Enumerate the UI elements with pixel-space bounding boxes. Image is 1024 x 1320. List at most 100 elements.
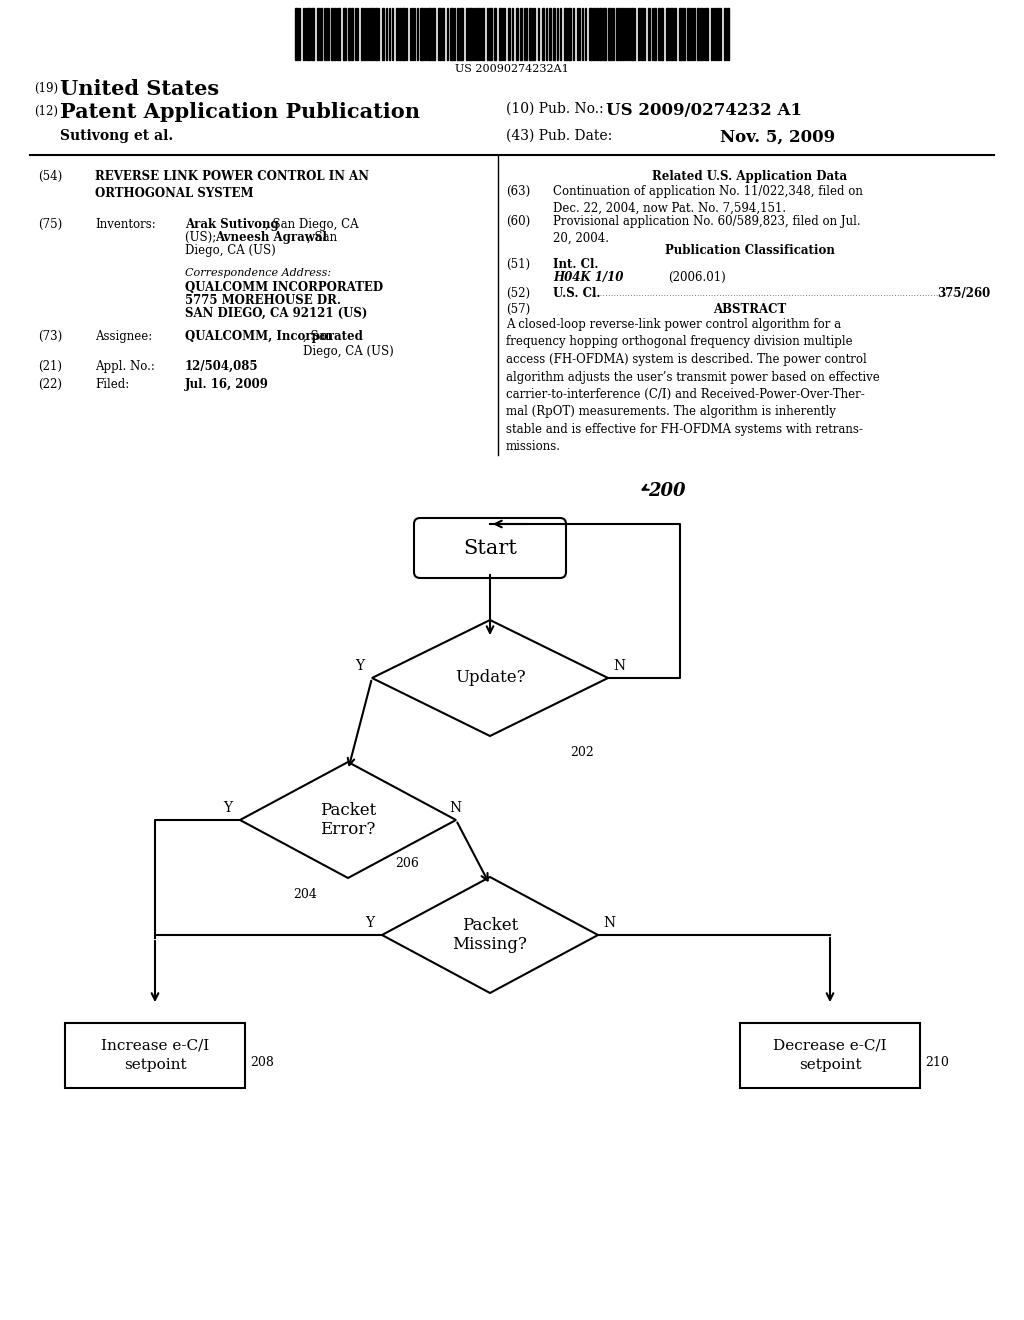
Text: (US);: (US);: [185, 231, 220, 244]
Text: US 20090274232A1: US 20090274232A1: [455, 63, 569, 74]
Text: Increase e-C/I
setpoint: Increase e-C/I setpoint: [101, 1039, 209, 1072]
Text: 12/504,085: 12/504,085: [185, 360, 258, 374]
Text: Nov. 5, 2009: Nov. 5, 2009: [720, 129, 836, 147]
Polygon shape: [382, 876, 598, 993]
Bar: [402, 8, 406, 59]
Text: Appl. No.:: Appl. No.:: [95, 360, 155, 374]
Bar: [482, 8, 484, 59]
Text: N: N: [603, 916, 615, 931]
Bar: [494, 8, 496, 59]
Bar: [489, 8, 492, 59]
Bar: [317, 8, 319, 59]
Text: (43) Pub. Date:: (43) Pub. Date:: [506, 129, 612, 143]
Text: Inventors:: Inventors:: [95, 218, 156, 231]
Text: (2006.01): (2006.01): [668, 271, 726, 284]
Bar: [658, 8, 660, 59]
Bar: [697, 8, 699, 59]
Text: United States: United States: [60, 79, 219, 99]
Bar: [311, 8, 314, 59]
Bar: [307, 8, 310, 59]
Bar: [334, 8, 336, 59]
Text: (60): (60): [506, 215, 530, 228]
Bar: [399, 8, 401, 59]
Text: Y: Y: [355, 659, 364, 673]
Bar: [599, 8, 602, 59]
Bar: [516, 8, 518, 59]
Bar: [603, 8, 606, 59]
Bar: [351, 8, 353, 59]
Text: Correspondence Address:: Correspondence Address:: [185, 268, 331, 279]
Text: Avneesh Agrawal: Avneesh Agrawal: [215, 231, 327, 244]
Text: 208: 208: [250, 1056, 273, 1069]
Text: U.S. Cl.: U.S. Cl.: [553, 286, 600, 300]
Polygon shape: [240, 762, 456, 878]
Text: (52): (52): [506, 286, 530, 300]
Text: 375/260: 375/260: [937, 286, 990, 300]
Bar: [727, 8, 729, 59]
Text: , San: , San: [307, 231, 337, 244]
Text: (73): (73): [38, 330, 62, 343]
Bar: [683, 8, 685, 59]
Text: (22): (22): [38, 378, 62, 391]
Text: 200: 200: [648, 482, 685, 500]
FancyBboxPatch shape: [414, 517, 566, 578]
Text: ABSTRACT: ABSTRACT: [714, 304, 786, 315]
Text: QUALCOMM INCORPORATED: QUALCOMM INCORPORATED: [185, 281, 383, 294]
Bar: [432, 8, 435, 59]
Text: REVERSE LINK POWER CONTROL IN AN
ORTHOGONAL SYSTEM: REVERSE LINK POWER CONTROL IN AN ORTHOGO…: [95, 170, 369, 201]
Bar: [638, 8, 640, 59]
Bar: [568, 8, 571, 59]
Text: Provisional application No. 60/589,823, filed on Jul.
20, 2004.: Provisional application No. 60/589,823, …: [553, 215, 860, 246]
Bar: [460, 8, 463, 59]
Bar: [337, 8, 340, 59]
Bar: [564, 8, 567, 59]
Bar: [396, 8, 398, 59]
Text: Diego, CA (US): Diego, CA (US): [185, 244, 275, 257]
Bar: [622, 8, 624, 59]
Text: (57): (57): [506, 304, 530, 315]
Text: Packet
Error?: Packet Error?: [319, 801, 376, 838]
Bar: [420, 8, 423, 59]
Bar: [631, 8, 633, 59]
Bar: [674, 8, 676, 59]
Text: Update?: Update?: [455, 669, 525, 686]
Text: 210: 210: [925, 1056, 949, 1069]
Bar: [654, 8, 656, 59]
Text: , San
Diego, CA (US): , San Diego, CA (US): [303, 330, 394, 358]
Bar: [662, 8, 663, 59]
Bar: [687, 8, 689, 59]
Text: (54): (54): [38, 170, 62, 183]
Text: Jul. 16, 2009: Jul. 16, 2009: [185, 378, 269, 391]
Bar: [520, 8, 522, 59]
Text: N: N: [449, 801, 461, 814]
Text: N: N: [613, 659, 625, 673]
Text: Continuation of application No. 11/022,348, filed on
Dec. 22, 2004, now Pat. No.: Continuation of application No. 11/022,3…: [553, 185, 863, 215]
Bar: [641, 8, 643, 59]
Text: Start: Start: [463, 539, 517, 557]
Bar: [466, 8, 468, 59]
Bar: [319, 8, 322, 59]
Bar: [670, 8, 673, 59]
Bar: [428, 8, 431, 59]
Bar: [724, 8, 726, 59]
Text: Patent Application Publication: Patent Application Publication: [60, 102, 420, 121]
Bar: [331, 8, 333, 59]
Bar: [348, 8, 350, 59]
Bar: [469, 8, 472, 59]
Text: , San Diego, CA: , San Diego, CA: [265, 218, 358, 231]
Text: Int. Cl.: Int. Cl.: [553, 257, 598, 271]
Bar: [589, 8, 592, 59]
Text: Related U.S. Application Data: Related U.S. Application Data: [652, 170, 848, 183]
Bar: [717, 8, 719, 59]
Bar: [508, 8, 510, 59]
Text: (75): (75): [38, 218, 62, 231]
Bar: [740, 1023, 920, 1088]
Text: Sutivong et al.: Sutivong et al.: [60, 129, 173, 143]
Bar: [608, 8, 610, 59]
Text: QUALCOMM, Incorporated: QUALCOMM, Incorporated: [185, 330, 362, 343]
Text: Y: Y: [365, 916, 374, 931]
Bar: [477, 8, 479, 59]
Bar: [679, 8, 682, 59]
Text: (21): (21): [38, 360, 62, 374]
Bar: [596, 8, 598, 59]
